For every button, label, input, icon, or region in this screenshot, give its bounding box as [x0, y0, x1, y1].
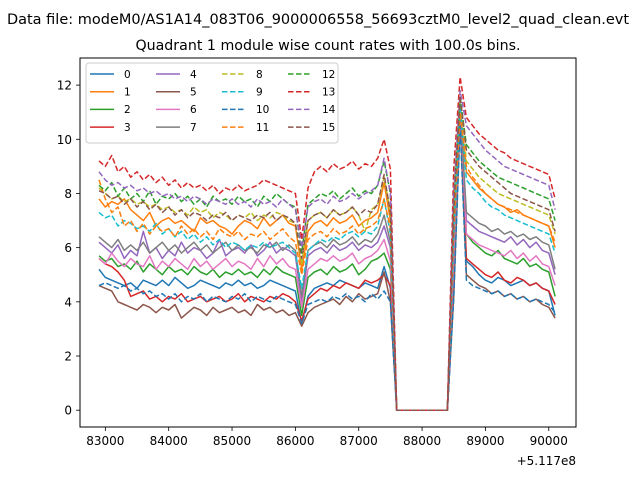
y-tick-label: 4	[64, 295, 72, 309]
series-line-8	[98, 100, 556, 411]
legend-label-9: 9	[256, 87, 263, 99]
series-line-2	[98, 106, 556, 411]
y-axis-ticks: 0 2 4 6 8 10 12	[57, 79, 80, 418]
series-line-6	[98, 108, 556, 411]
legend-label-11: 11	[256, 122, 269, 134]
series-line-0	[98, 111, 556, 411]
y-tick-label: 8	[64, 187, 72, 201]
legend-label-10: 10	[256, 104, 269, 116]
legend-label-2: 2	[124, 104, 131, 116]
x-tick-label: 89000	[466, 434, 504, 448]
legend-label-15: 15	[322, 122, 335, 134]
legend-label-14: 14	[322, 104, 336, 116]
x-tick-label: 88000	[403, 434, 441, 448]
legend-label-4: 4	[190, 69, 197, 81]
legend-label-7: 7	[190, 122, 197, 134]
legend-label-5: 5	[190, 87, 197, 99]
series-line-15	[98, 95, 556, 411]
x-tick-label: 87000	[340, 434, 378, 448]
legend-label-13: 13	[322, 87, 335, 99]
y-tick-label: 12	[57, 79, 72, 93]
series-line-3	[98, 114, 556, 411]
chart-title: Quadrant 1 module wise count rates with …	[135, 38, 520, 54]
figure-suptitle: Data file: modeM0/AS1A14_083T06_90000065…	[7, 12, 629, 28]
series-line-12	[98, 97, 556, 411]
legend-label-1: 1	[124, 87, 131, 99]
series-line-7	[98, 106, 556, 411]
y-tick-label: 10	[57, 133, 72, 147]
series-line-1	[98, 122, 556, 411]
series-line-13	[98, 76, 556, 411]
series-line-5	[98, 116, 556, 411]
legend-label-12: 12	[322, 69, 335, 81]
legend-label-0: 0	[124, 69, 131, 81]
x-tick-label: 86000	[276, 434, 314, 448]
x-tick-label: 83000	[86, 434, 124, 448]
x-axis-ticks: 83000 84000 85000 86000 87000 88000 89000 90000	[86, 427, 568, 448]
y-tick-label: 2	[64, 350, 72, 364]
series-line-9	[98, 103, 556, 411]
legend-label-8: 8	[256, 69, 263, 81]
series-line-11	[98, 111, 556, 411]
series-line-4	[98, 111, 556, 411]
x-tick-label: 90000	[530, 434, 568, 448]
x-tick-label: 85000	[213, 434, 251, 448]
plot-lines	[98, 76, 556, 411]
legend-box	[85, 62, 339, 144]
axes-frame	[79, 57, 577, 428]
y-tick-label: 0	[64, 404, 72, 418]
series-line-10	[98, 124, 556, 411]
legend-label-3: 3	[124, 122, 131, 134]
x-tick-label: 84000	[150, 434, 188, 448]
y-tick-label: 6	[64, 241, 72, 255]
x-axis-offset-label: +5.117e8	[517, 454, 576, 468]
series-line-14	[98, 89, 556, 411]
legend-label-6: 6	[190, 104, 197, 116]
